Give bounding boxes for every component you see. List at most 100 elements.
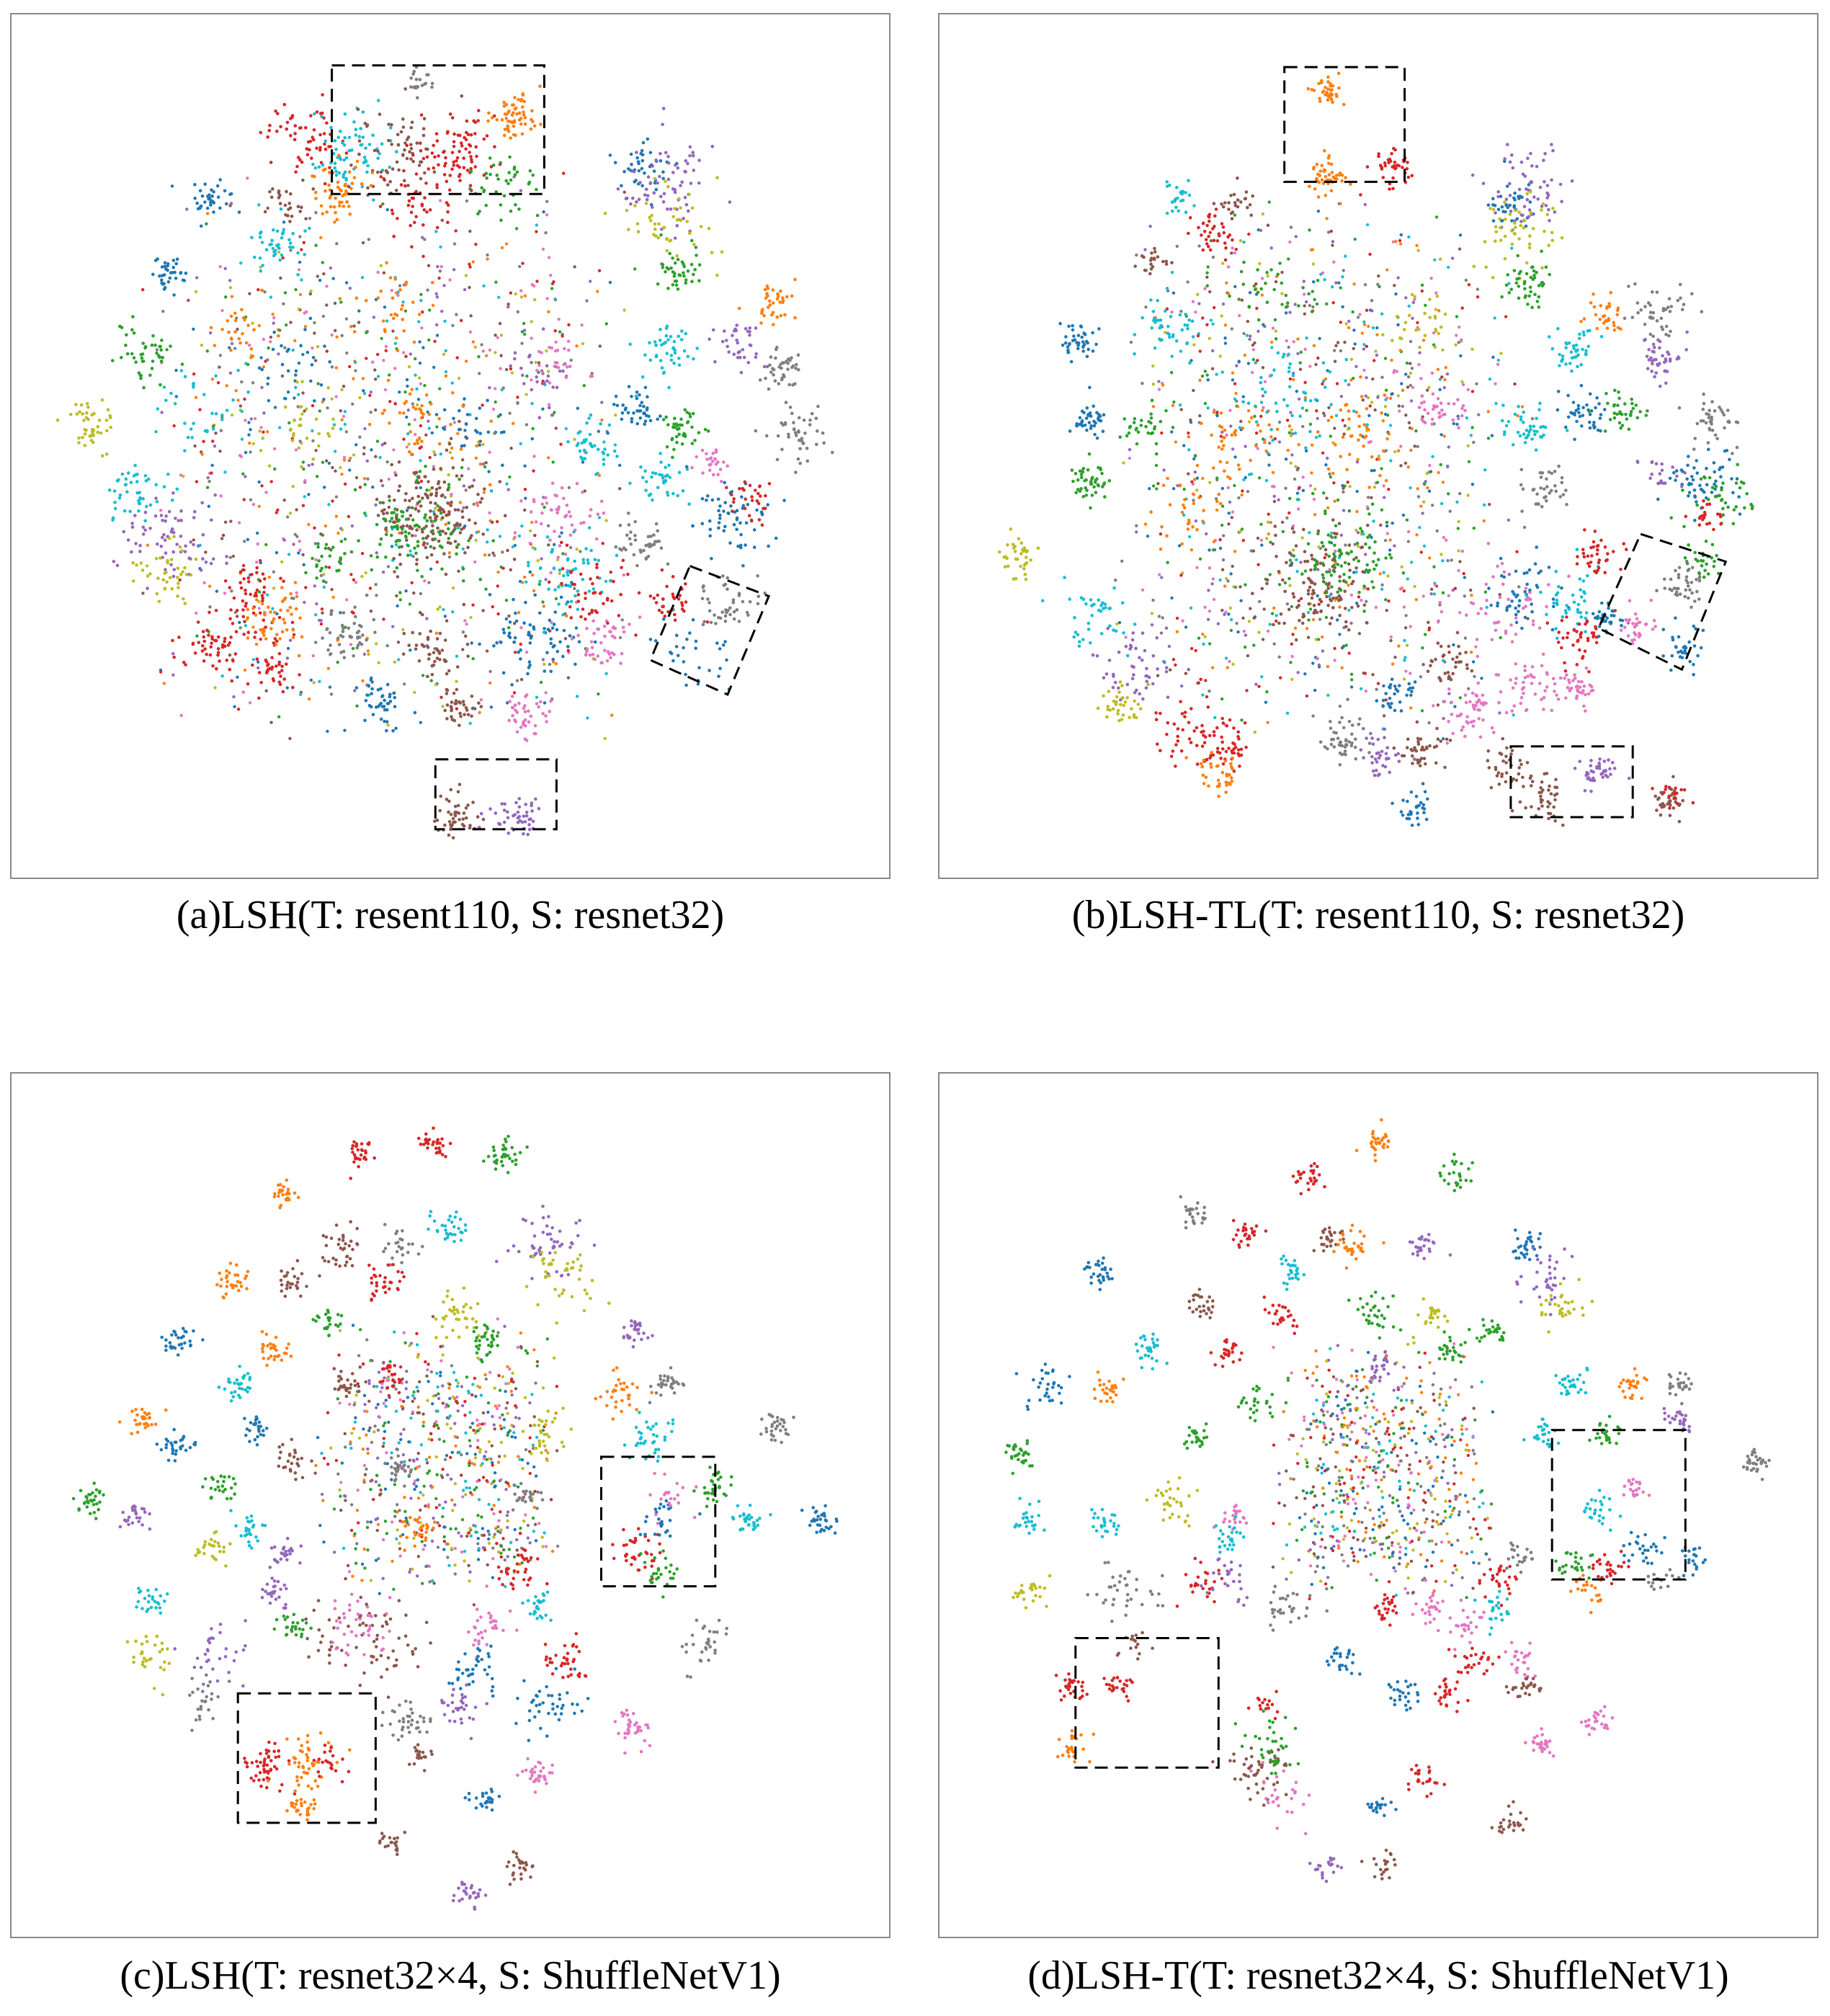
scatter-point (267, 576, 271, 579)
scatter-point (675, 633, 679, 638)
scatter-point (1182, 513, 1186, 517)
scatter-point (210, 378, 215, 381)
scatter-point (535, 702, 539, 705)
scatter-point (752, 528, 756, 532)
scatter-point (1427, 385, 1431, 389)
scatter-point (267, 464, 272, 468)
scatter-point (271, 620, 274, 623)
scatter-point (1218, 538, 1222, 542)
scatter-point (374, 378, 378, 381)
scatter-point (392, 691, 396, 695)
scatter-point (111, 359, 115, 362)
scatter-point (155, 500, 159, 504)
scatter-point (585, 647, 589, 651)
scatter-point (432, 450, 436, 454)
scatter-point (372, 316, 376, 319)
scatter-point (329, 266, 333, 270)
scatter-point (214, 374, 218, 378)
scatter-point (756, 491, 760, 496)
scatter-point (528, 641, 532, 645)
scatter-point (796, 457, 800, 461)
scatter-point (586, 561, 590, 566)
scatter-point (1429, 277, 1433, 280)
scatter-point (725, 339, 728, 342)
scatter-point (499, 413, 502, 417)
scatter-point (630, 416, 634, 421)
scatter-point (1409, 339, 1413, 344)
scatter-point (1409, 362, 1412, 365)
scatter-point (179, 271, 182, 275)
scatter-point (314, 190, 318, 195)
scatter-point (177, 635, 181, 639)
scatter-point (210, 188, 213, 192)
scatter-point (450, 446, 454, 450)
scatter-point (311, 174, 314, 178)
scatter-point (246, 636, 250, 640)
scatter-point (1179, 309, 1183, 313)
scatter-point (573, 437, 576, 441)
scatter-point (419, 298, 423, 303)
scatter-point (668, 251, 671, 256)
scatter-point (210, 194, 215, 198)
scatter-point (167, 509, 171, 514)
scatter-point (671, 595, 675, 599)
scatter-point (277, 615, 282, 620)
scatter-point (1470, 347, 1474, 351)
scatter-point (607, 423, 612, 427)
scatter-point (627, 167, 630, 171)
scatter-point (383, 330, 387, 334)
scatter-point (673, 416, 677, 420)
scatter-point (378, 501, 383, 504)
scatter-point (363, 512, 367, 515)
scatter-point (468, 413, 472, 416)
scatter-point (412, 69, 416, 73)
scatter-point (728, 612, 732, 617)
scatter-point (398, 591, 402, 594)
scatter-point (656, 282, 660, 286)
scatter-point (581, 490, 584, 494)
scatter-point (404, 280, 409, 285)
scatter-point (779, 313, 783, 318)
scatter-point (633, 519, 637, 524)
cluster (754, 401, 834, 474)
scatter-point (382, 271, 386, 275)
scatter-point (1240, 718, 1244, 722)
scatter-point (1507, 518, 1510, 522)
scatter-point (660, 366, 664, 370)
scatter-point (597, 269, 602, 272)
scatter-point (484, 203, 488, 208)
scatter-point (318, 409, 321, 413)
scatter-point (659, 414, 662, 418)
scatter-point (174, 276, 178, 280)
scatter-point (138, 501, 142, 506)
scatter-point (298, 293, 303, 296)
scatter-point (215, 666, 218, 671)
scatter-point (560, 486, 564, 490)
scatter-point (333, 139, 337, 143)
cluster (478, 570, 597, 705)
scatter-point (444, 572, 448, 576)
scatter-point (295, 164, 299, 169)
scatter-point (1409, 672, 1412, 675)
scatter-point (468, 330, 473, 334)
scatter-point (207, 193, 211, 197)
scatter-point (292, 633, 296, 636)
scatter-point (417, 164, 421, 167)
scatter-point (244, 605, 248, 608)
scatter-point (301, 178, 305, 182)
scatter-point (468, 229, 472, 233)
scatter-point (352, 578, 356, 581)
scatter-point (100, 398, 104, 402)
scatter-point (432, 510, 436, 514)
scatter-point (210, 635, 214, 639)
scatter-point (183, 566, 187, 570)
scatter-point (289, 249, 293, 252)
scatter-point (741, 563, 745, 568)
scatter-point (1451, 588, 1455, 592)
scatter-point (684, 278, 688, 282)
scatter-point (414, 534, 417, 538)
scatter-point (1315, 302, 1319, 306)
scatter-point (315, 146, 318, 150)
scatter-point (519, 442, 522, 445)
scatter-point (264, 660, 269, 664)
